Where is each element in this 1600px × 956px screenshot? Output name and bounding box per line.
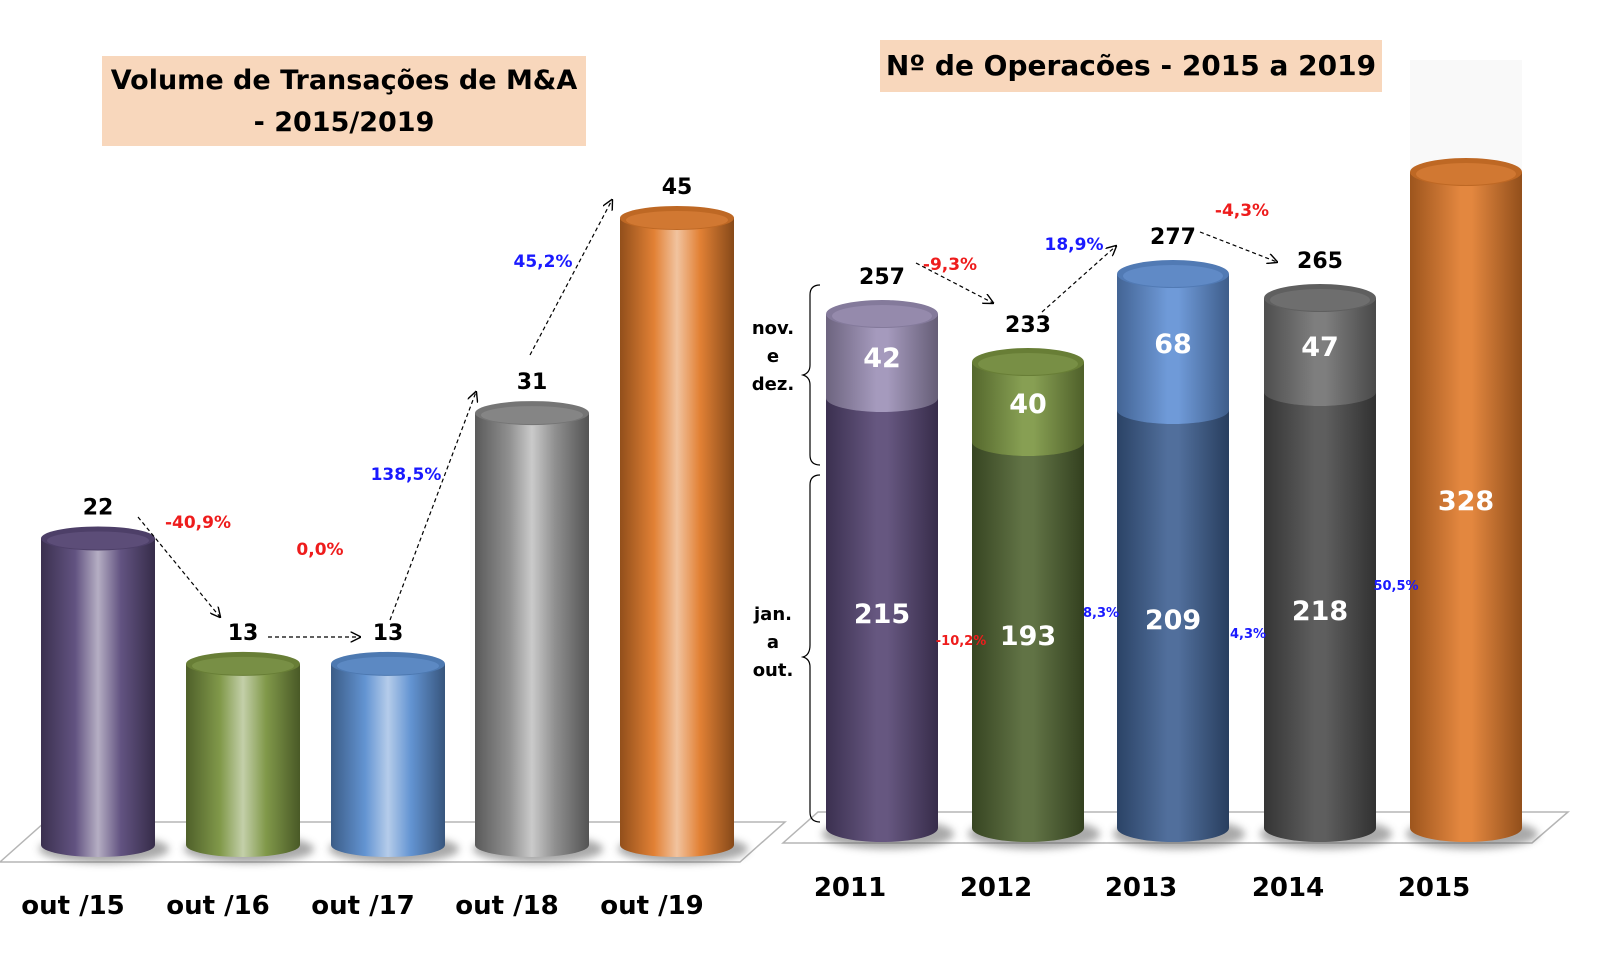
change-label: 45,2% — [514, 252, 573, 272]
change-arrow — [529, 200, 612, 356]
bar-top-2011-body — [826, 314, 938, 412]
bar-top-2013 — [1117, 260, 1229, 424]
bar-value-label: 22 — [83, 495, 114, 520]
bar-value-label: 13 — [373, 621, 404, 646]
partial-change-label: 50,5% — [1373, 579, 1418, 594]
bar-value-label: 45 — [662, 175, 693, 200]
bar-out17-body — [331, 663, 445, 857]
x-tick-label: 2015 — [1398, 873, 1470, 903]
bar-out15-body — [41, 538, 155, 857]
segment-label-jan-out: 193 — [1000, 621, 1056, 652]
bar-bottom-2012-body — [972, 442, 1084, 842]
bar-out15-top-shine — [47, 531, 149, 550]
left-chart: 22 out /15 13 out /16 13 out /17 31 out /18 45 ou… — [0, 175, 787, 921]
bar-top-2014 — [1264, 284, 1376, 406]
x-tick-label: out /19 — [600, 891, 704, 921]
segment-label-jan-out: 328 — [1438, 486, 1494, 517]
bar-out19-top-shine — [626, 211, 728, 229]
bar-out19-body — [620, 218, 734, 857]
total-label: 233 — [1005, 313, 1051, 338]
bar-bottom-2015 — [1410, 158, 1522, 842]
total-label: 277 — [1150, 225, 1196, 250]
segment-label-nov-dez: 40 — [1009, 389, 1047, 420]
x-tick-label: out /18 — [455, 891, 559, 921]
change-arrow — [389, 392, 476, 621]
bar-out18 — [475, 401, 589, 857]
bar-top-2014-top-shine — [1270, 289, 1370, 311]
bar-out17-top-shine — [337, 656, 439, 675]
segment-label-jan-out: 209 — [1145, 605, 1201, 636]
bar-top-2013-body — [1117, 274, 1229, 424]
total-label: 265 — [1297, 249, 1343, 274]
bar-out18-top-shine — [481, 406, 583, 425]
bar-out15 — [41, 526, 155, 857]
bar-value-label: 31 — [517, 370, 548, 395]
bracket-jan-out — [800, 474, 821, 823]
bracket-label: e — [767, 346, 779, 367]
total-change-label: 18,9% — [1045, 235, 1104, 255]
bracket-label: jan. — [753, 604, 792, 625]
bracket-label: a — [767, 632, 779, 653]
change-label: -40,9% — [165, 513, 231, 533]
x-tick-label: out /17 — [311, 891, 415, 921]
change-label: 0,0% — [296, 540, 343, 560]
change-arrow — [137, 516, 220, 617]
total-change-label: -9,3% — [923, 255, 977, 275]
bar-top-2012-top-shine — [978, 353, 1078, 375]
partial-change-label: 4,3% — [1230, 627, 1266, 642]
bar-out16-body — [186, 663, 300, 857]
change-label: 138,5% — [371, 465, 442, 485]
bar-top-2014-body — [1264, 298, 1376, 406]
bracket-label: out. — [753, 660, 794, 681]
bar-top-2011-top-shine — [832, 305, 932, 327]
x-tick-label: 2013 — [1105, 873, 1177, 903]
right-chart: 42 257 215 2011 40 233 193 2012 68 277 209 2013 47 26… — [752, 60, 1571, 903]
bracket-label: dez. — [752, 374, 794, 395]
x-tick-label: out /16 — [166, 891, 270, 921]
left-chart-title: Volume de Transações de M&A - 2015/2019 — [102, 56, 586, 146]
bar-out18-body — [475, 413, 589, 857]
partial-change-label: 8,3% — [1083, 606, 1119, 621]
segment-label-jan-out: 215 — [854, 599, 910, 630]
x-tick-label: out /15 — [21, 891, 125, 921]
total-change-label: -4,3% — [1215, 201, 1269, 221]
change-arrow — [1199, 231, 1277, 262]
right-chart-title-text: Nº de Operacões - 2015 a 2019 — [885, 49, 1377, 82]
bar-bottom-2015-body — [1410, 172, 1522, 842]
segment-label-nov-dez: 42 — [863, 343, 901, 374]
bar-out16-top-shine — [192, 656, 294, 675]
x-tick-label: 2012 — [960, 873, 1032, 903]
bar-top-2012 — [972, 348, 1084, 456]
bar-bottom-2011-body — [826, 398, 938, 842]
right-chart-title: Nº de Operacões - 2015 a 2019 — [880, 40, 1382, 92]
bracket-label: nov. — [752, 318, 794, 339]
bar-out19 — [620, 206, 734, 857]
x-tick-label: 2011 — [814, 873, 886, 903]
bar-bottom-2014-body — [1264, 392, 1376, 842]
x-tick-label: 2014 — [1252, 873, 1324, 903]
left-chart-title-text: Volume de Transações de M&A - 2015/2019 — [110, 65, 578, 138]
bar-bottom-2015-top-shine — [1416, 163, 1516, 185]
bar-value-label: 13 — [228, 621, 259, 646]
bracket-nov-dez — [800, 284, 821, 466]
bar-out17 — [331, 651, 445, 857]
segment-label-jan-out: 218 — [1292, 596, 1348, 627]
bar-top-2012-body — [972, 362, 1084, 456]
bar-top-2013-top-shine — [1123, 265, 1223, 287]
total-label: 257 — [859, 265, 905, 290]
bar-bottom-2013-body — [1117, 410, 1229, 842]
segment-label-nov-dez: 47 — [1301, 332, 1339, 363]
bar-top-2011 — [826, 300, 938, 412]
change-arrow — [1041, 246, 1116, 313]
bar-out16 — [186, 651, 300, 857]
segment-label-nov-dez: 68 — [1154, 329, 1192, 360]
bar-ghost-2015 — [1410, 60, 1522, 172]
change-arrow — [915, 262, 993, 303]
partial-change-label: -10,2% — [936, 634, 987, 649]
